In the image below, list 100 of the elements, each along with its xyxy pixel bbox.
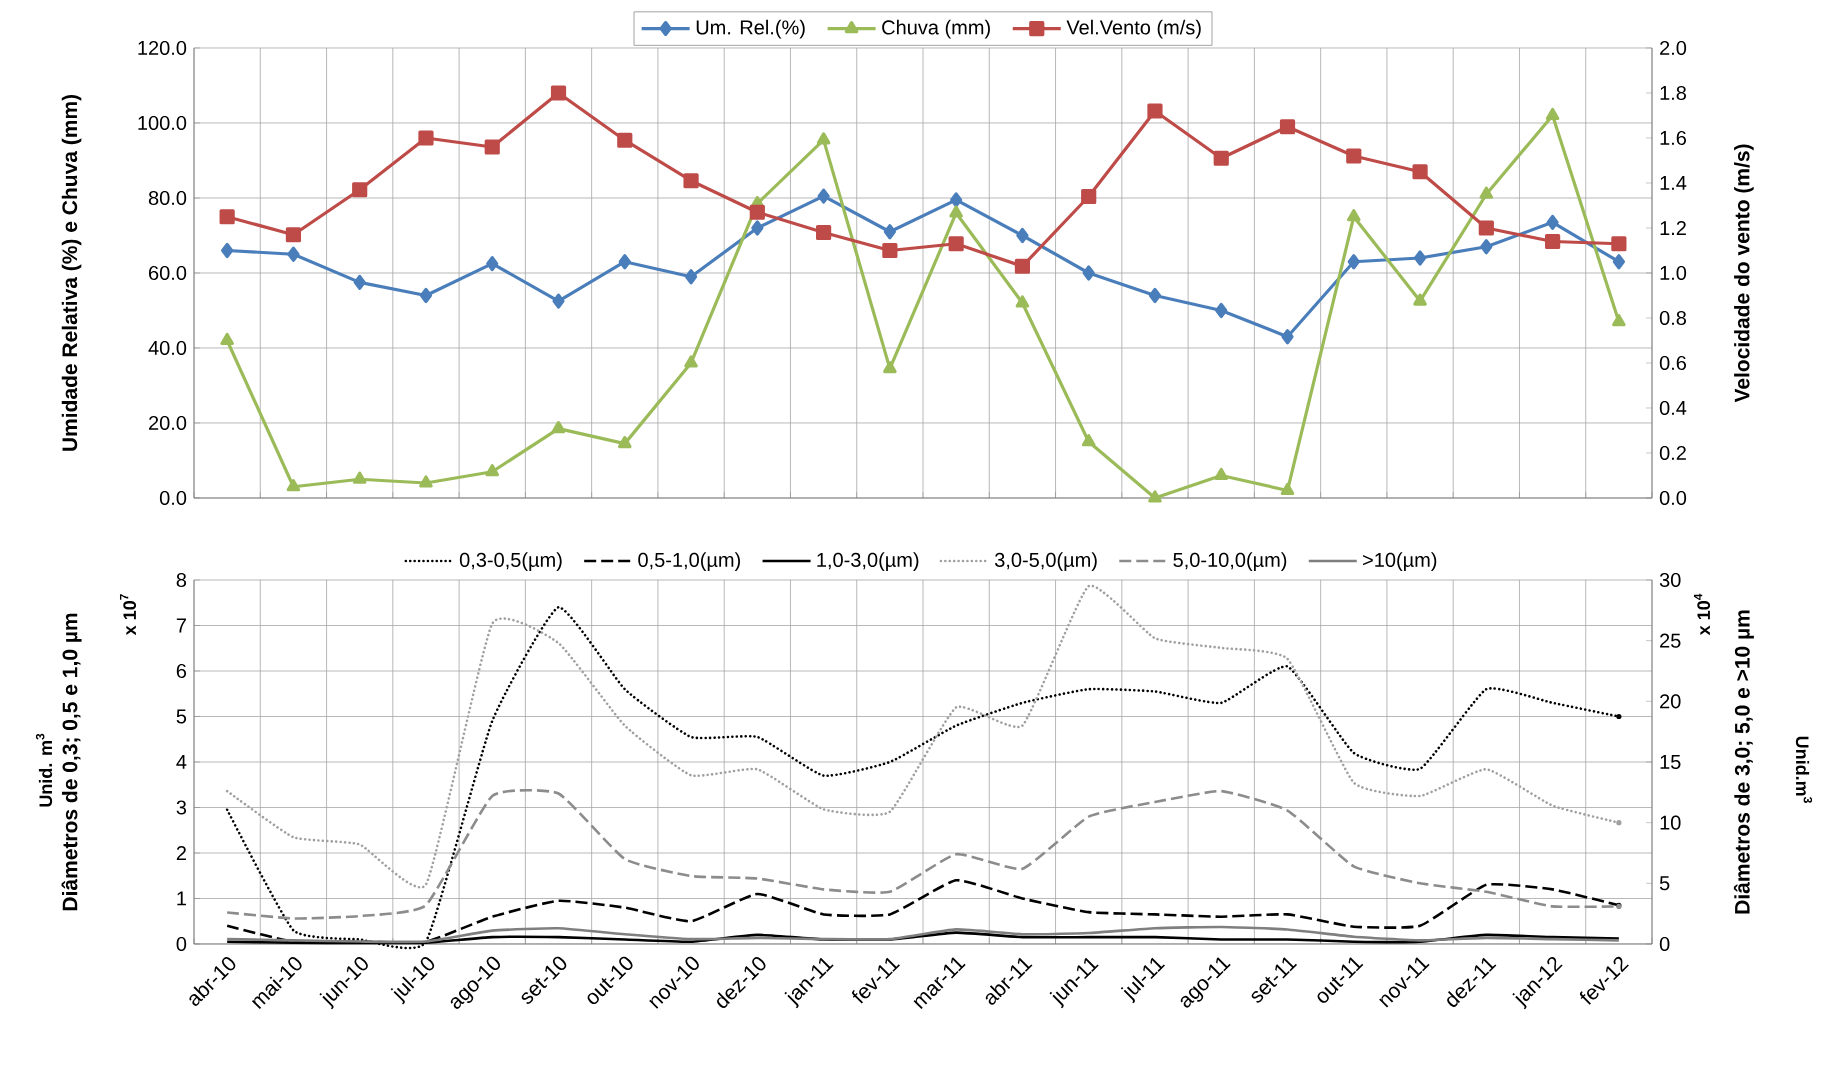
point <box>1611 236 1627 252</box>
point <box>883 224 896 240</box>
point <box>1215 302 1228 319</box>
point <box>1081 188 1097 205</box>
point <box>1612 314 1626 327</box>
point <box>617 132 633 148</box>
point <box>1347 254 1360 270</box>
text: Unid.m$^{3}$ <box>1795 736 1813 803</box>
point <box>1413 293 1427 306</box>
y2-tick-label: 5 <box>1659 876 1670 891</box>
point <box>816 132 831 145</box>
point <box>353 274 366 290</box>
point <box>618 254 631 270</box>
point <box>1081 434 1096 447</box>
y2-tick-label: 10 <box>1660 815 1681 830</box>
point <box>550 85 567 101</box>
point <box>1545 233 1561 250</box>
point <box>1546 214 1559 230</box>
point <box>219 209 235 225</box>
point <box>1281 329 1294 345</box>
legend-label: Chuva (mm) <box>882 19 990 39</box>
y2-tick-label: 0.0 <box>1659 490 1687 506</box>
y2-tick-label: 25 <box>1660 633 1681 648</box>
point <box>419 475 433 488</box>
y-tick-label: 1 <box>177 891 186 906</box>
point <box>1147 103 1163 119</box>
point <box>684 269 698 285</box>
text: x 10$^{4}$ <box>1693 593 1711 636</box>
y-tick-label: 5 <box>176 709 187 724</box>
y2-tick-label: 1.2 <box>1660 221 1686 235</box>
legend-label: 0,3-0,5(µm) <box>459 552 562 571</box>
y-tick-label: 3 <box>176 800 187 815</box>
y2-tick-label: 0.2 <box>1659 445 1686 461</box>
legend-label: 1,0-3,0(µm) <box>817 552 919 571</box>
point <box>552 293 565 309</box>
y-tick-label: 2 <box>176 846 186 860</box>
y-tick-label: 0.0 <box>159 490 187 506</box>
y-tick-label: 80.0 <box>148 190 187 206</box>
y2-axis-title: Diâmetros de 3,0; 5,0 e >10 µm <box>1733 610 1754 914</box>
point <box>418 130 434 146</box>
point <box>751 220 764 236</box>
point <box>883 361 897 374</box>
point <box>352 182 368 198</box>
text: Unid. m$^{3}$ <box>35 733 53 807</box>
legend-label: Um. Rel.(%) <box>696 19 805 39</box>
point <box>1214 467 1229 481</box>
y2-tick-label: 0.8 <box>1659 310 1687 326</box>
y2-tick-label: 0.6 <box>1659 355 1687 371</box>
point <box>220 332 234 346</box>
legend-label: Vel.Vento (m/s) <box>1066 19 1201 39</box>
point <box>1346 209 1361 222</box>
y-tick-label: 60.0 <box>149 265 187 281</box>
point <box>817 188 830 204</box>
point <box>419 287 433 304</box>
point <box>551 421 566 434</box>
point <box>1015 295 1030 308</box>
point <box>1479 186 1494 199</box>
point <box>749 204 765 220</box>
point <box>1213 150 1229 166</box>
legend-label: 5,0-10,0(µm) <box>1173 552 1287 571</box>
point <box>1412 164 1428 180</box>
point <box>1148 490 1162 503</box>
point <box>1279 119 1296 135</box>
y2-tick-label: 1.8 <box>1660 85 1687 101</box>
legend-label: 3,0-5,0(µm) <box>994 552 1097 571</box>
y-tick-label: 8 <box>176 572 187 588</box>
y-tick-label: 100.0 <box>138 115 187 131</box>
point <box>949 205 963 218</box>
point <box>352 471 367 484</box>
point <box>221 242 234 259</box>
y-tick-label: 40.0 <box>148 340 187 356</box>
point <box>1413 250 1427 266</box>
point <box>486 256 499 272</box>
point <box>285 227 302 243</box>
y-tick-label: 20.0 <box>149 415 187 431</box>
y-axis-title: Umidade Relativa (%) e Chuva (mm) <box>61 94 82 451</box>
point <box>882 242 898 259</box>
point <box>683 173 699 189</box>
point <box>485 464 500 477</box>
point <box>950 192 963 208</box>
y-tick-label: 4 <box>176 755 187 769</box>
y2-tick-label: 15 <box>1660 755 1681 769</box>
point <box>1148 287 1162 304</box>
point <box>1346 148 1362 164</box>
y-axis-title: Diâmetros de 0,3; 0,5 e 1,0 µm <box>61 613 82 911</box>
point <box>1280 482 1295 496</box>
point <box>948 236 964 252</box>
legend-label: 0,5-1,0(µm) <box>638 552 740 571</box>
y-tick-label: 120.0 <box>138 40 187 56</box>
y-tick-label: 0 <box>176 936 187 952</box>
point <box>484 139 500 155</box>
y2-tick-label: 20 <box>1660 694 1681 709</box>
point <box>816 224 832 241</box>
point <box>286 479 301 492</box>
point <box>1545 107 1560 121</box>
point <box>287 246 300 262</box>
legend-label: >10(µm) <box>1363 552 1437 571</box>
y2-tick-label: 2.0 <box>1660 40 1687 56</box>
point <box>617 436 632 449</box>
text: x 10$^{7}$ <box>119 594 137 636</box>
